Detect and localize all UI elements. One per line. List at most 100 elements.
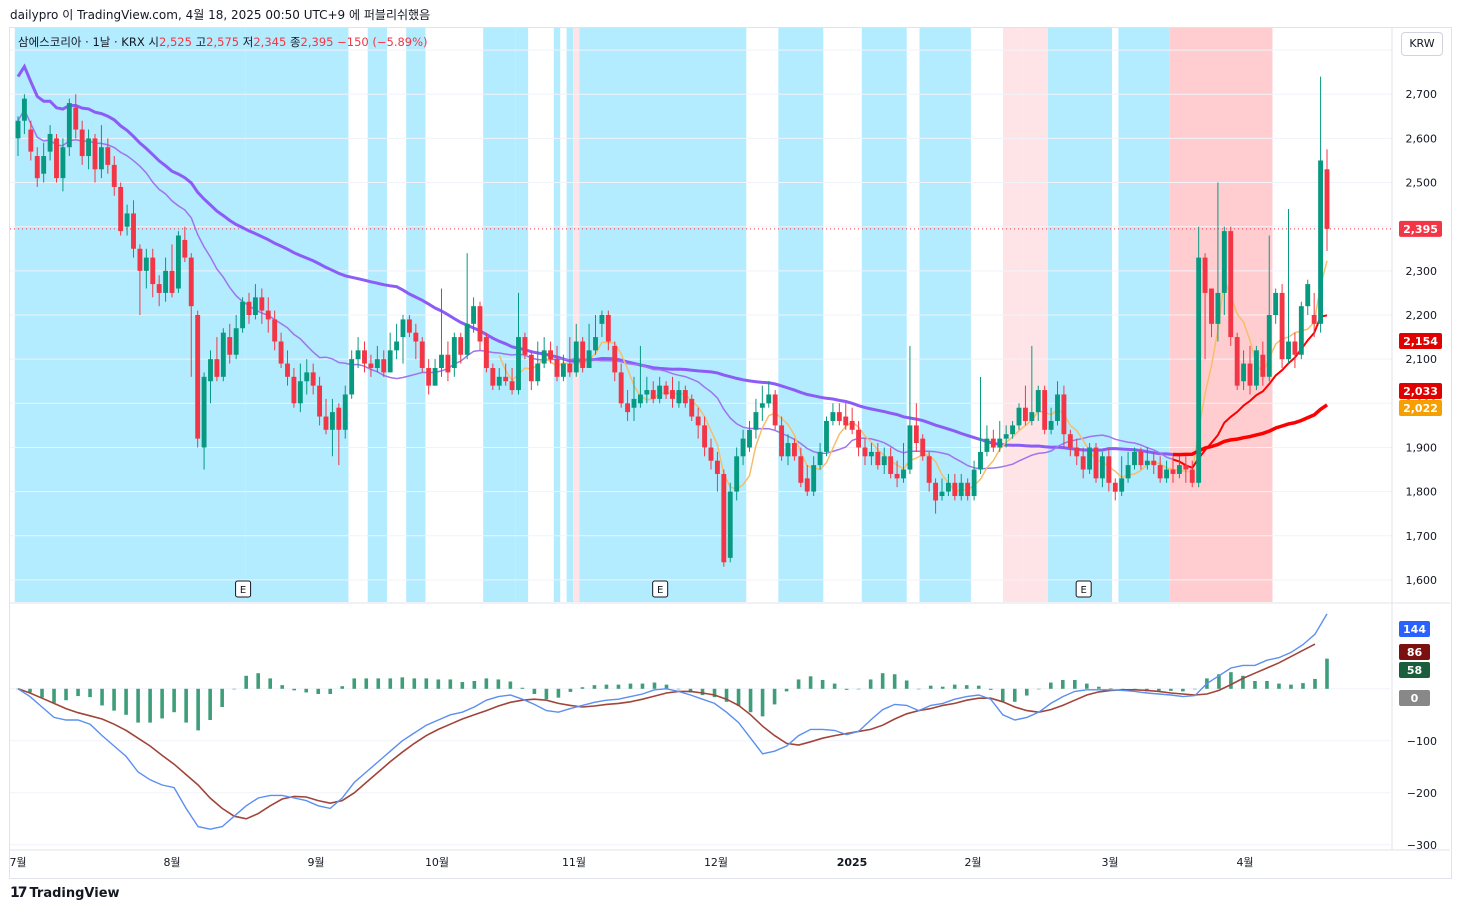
candle-body <box>612 345 618 373</box>
candle-body <box>259 297 265 311</box>
candle-body <box>560 363 566 377</box>
candle-body <box>73 107 79 130</box>
candle-body <box>1080 456 1086 470</box>
histogram-bar <box>472 681 477 689</box>
ma-value-label: 2,033 <box>1403 385 1438 398</box>
histogram-bar <box>1048 682 1053 689</box>
earnings-marker <box>652 580 669 598</box>
candle-body <box>605 315 611 342</box>
candle-body <box>362 350 367 364</box>
candle-body <box>445 354 451 373</box>
candle-body <box>791 443 797 457</box>
candle-body <box>990 438 996 448</box>
candle-body <box>1055 394 1060 421</box>
macd-tick-label: −200 <box>1407 787 1437 800</box>
candle-body <box>1228 231 1234 338</box>
candle-body <box>1074 447 1080 457</box>
histogram-bar <box>1085 683 1089 689</box>
macd-pane <box>16 613 1329 830</box>
low-label: 저 <box>242 35 254 49</box>
histogram-bar <box>1313 678 1317 689</box>
candle-body <box>644 390 650 395</box>
header-connector: 이 <box>62 8 74 22</box>
last-price-label-bg <box>1399 220 1442 237</box>
candle-body <box>1151 460 1157 466</box>
candle-body <box>374 359 380 368</box>
candle-body <box>291 376 297 404</box>
candle-body <box>329 412 335 430</box>
candle-body <box>233 328 239 355</box>
histogram-bar <box>964 685 969 689</box>
symbol-legend: 삼에스코리아 · 1날 · KRX 시2,525 고2,575 저2,345 종… <box>18 34 428 50</box>
histogram-bar <box>304 688 309 693</box>
candle-body <box>477 306 483 342</box>
histogram-bar <box>556 688 561 698</box>
histogram-bar <box>724 688 729 702</box>
candle-body <box>708 447 714 461</box>
candle-body <box>984 438 990 452</box>
candle-body <box>188 257 194 307</box>
candle-body <box>785 443 791 457</box>
site-name[interactable]: TradingView.com <box>77 8 178 22</box>
symbol-label[interactable]: 삼에스코리아 · 1날 · KRX <box>18 35 145 49</box>
time-axis: 7월 8월 9월 10월 11월 12월 2025 2월 3월 4월 <box>9 849 1450 869</box>
candle-body <box>285 363 290 377</box>
tradingview-footer[interactable]: 17 TradingView <box>10 885 120 901</box>
brand-name: TradingView <box>29 885 120 901</box>
candle-body <box>1061 394 1067 435</box>
candle-body <box>60 147 66 179</box>
histogram-bar <box>436 679 441 689</box>
candle-body <box>1003 434 1009 439</box>
candle-body <box>208 359 213 382</box>
candle-body <box>143 257 149 271</box>
candle-body <box>535 363 541 382</box>
histogram-bar <box>868 679 873 689</box>
price-axis: 1,6001,7001,8001,9002,0002,1002,2002,300… <box>1399 44 1442 852</box>
histogram-bar <box>364 678 369 689</box>
candle-body <box>997 438 1003 448</box>
histogram-bar <box>652 682 657 689</box>
currency-button[interactable]: KRW <box>1401 32 1443 56</box>
histogram-bar <box>160 688 164 719</box>
candle-body <box>965 482 971 497</box>
candle-body <box>939 491 945 497</box>
candle-body <box>406 319 412 333</box>
publish-header: dailypro 이 TradingView.com, 4월 18, 2025 … <box>10 8 431 22</box>
candle-body <box>695 416 701 426</box>
candle-body <box>1209 288 1214 324</box>
author-name[interactable]: dailypro <box>10 8 59 22</box>
candle-body <box>490 367 496 386</box>
time-tick-label: 8월 <box>163 856 180 869</box>
candle-body <box>670 390 675 399</box>
histogram-bar <box>1024 688 1029 696</box>
candle-body <box>1176 465 1182 474</box>
candle-body <box>1279 292 1285 360</box>
histogram-bar <box>676 688 681 690</box>
candle-body <box>1266 315 1272 377</box>
candle-body <box>111 164 117 187</box>
candle-body <box>779 425 785 457</box>
candle-body <box>483 337 489 368</box>
chart-frame <box>9 27 1452 879</box>
candle-body <box>98 147 104 170</box>
candle-body <box>875 451 881 466</box>
candle-body <box>811 465 817 492</box>
candle-body <box>118 186 124 232</box>
candle-body <box>252 297 258 315</box>
price-tick-label: 1,700 <box>1406 530 1438 543</box>
candle-body <box>66 103 72 148</box>
time-tick-label: 11월 <box>562 856 586 869</box>
candle-body <box>862 447 868 457</box>
candle-body <box>528 354 534 382</box>
candle-body <box>952 482 958 497</box>
candle-body <box>323 416 329 430</box>
histogram-bar <box>1036 688 1041 690</box>
candle-body <box>888 456 894 474</box>
candle-body <box>631 398 637 408</box>
candle-body <box>843 416 849 426</box>
earnings-marker <box>1075 580 1092 598</box>
candle-body <box>1035 390 1041 413</box>
histogram-bar <box>928 685 933 689</box>
